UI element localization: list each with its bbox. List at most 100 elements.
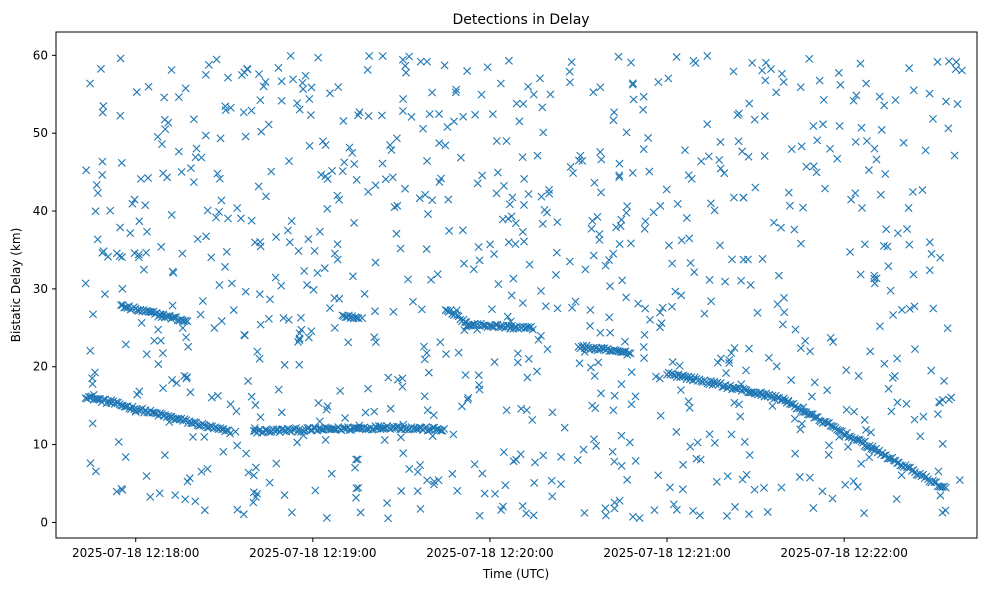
data-point xyxy=(221,102,230,111)
data-point xyxy=(921,146,930,155)
data-point xyxy=(801,336,810,345)
data-point xyxy=(306,111,315,120)
data-point xyxy=(925,266,934,275)
data-point xyxy=(796,344,805,353)
data-point xyxy=(772,88,781,97)
data-point xyxy=(154,360,163,369)
data-point xyxy=(668,302,676,311)
data-point xyxy=(226,429,235,438)
data-point xyxy=(773,393,782,402)
data-point xyxy=(597,155,606,164)
data-point xyxy=(171,491,180,500)
data-point xyxy=(881,170,890,178)
data-point xyxy=(597,389,606,398)
data-point xyxy=(435,109,444,118)
data-point xyxy=(401,61,410,70)
data-point xyxy=(478,171,487,180)
data-point xyxy=(509,274,518,283)
data-point xyxy=(126,229,135,238)
data-point xyxy=(617,461,626,470)
data-point xyxy=(934,467,943,476)
data-point xyxy=(241,132,250,141)
data-point xyxy=(627,368,636,377)
data-point xyxy=(715,155,724,164)
data-point xyxy=(470,460,479,469)
data-point xyxy=(677,236,686,245)
data-point xyxy=(723,472,732,481)
data-point xyxy=(646,315,655,324)
data-point xyxy=(330,294,339,302)
data-point xyxy=(309,285,318,294)
data-point xyxy=(904,203,913,212)
data-point xyxy=(763,508,772,517)
data-point xyxy=(861,425,870,434)
data-point xyxy=(313,268,322,277)
data-point xyxy=(323,174,332,183)
data-point xyxy=(802,162,811,171)
data-point xyxy=(545,189,554,198)
data-point xyxy=(167,210,176,219)
data-point xyxy=(745,99,754,108)
data-point xyxy=(565,257,574,266)
data-point xyxy=(114,437,123,446)
data-point xyxy=(201,70,210,79)
data-point xyxy=(536,331,545,340)
data-point xyxy=(728,255,736,264)
data-point xyxy=(882,225,891,234)
data-point xyxy=(899,138,908,147)
data-point xyxy=(616,221,625,230)
data-point xyxy=(751,183,760,192)
data-point xyxy=(416,461,425,470)
data-point xyxy=(529,511,538,520)
data-point xyxy=(805,54,814,63)
data-point xyxy=(601,511,610,520)
y-tick-label: 60 xyxy=(33,48,48,62)
data-point xyxy=(891,96,900,105)
data-point xyxy=(178,249,187,258)
data-point xyxy=(153,132,162,141)
data-point xyxy=(723,511,731,520)
data-point xyxy=(908,187,917,196)
data-point xyxy=(307,327,316,336)
data-point xyxy=(925,238,934,247)
data-point xyxy=(608,447,617,456)
y-tick-label: 50 xyxy=(33,126,48,140)
data-point xyxy=(609,249,618,258)
data-point xyxy=(772,362,781,371)
data-point xyxy=(352,493,361,502)
data-point xyxy=(210,324,219,333)
data-point xyxy=(557,452,566,461)
data-point xyxy=(780,293,789,302)
data-point xyxy=(605,346,614,355)
data-point xyxy=(645,167,654,176)
data-point xyxy=(952,57,961,66)
data-point xyxy=(299,431,308,440)
data-point xyxy=(590,178,599,187)
data-point xyxy=(672,53,681,62)
data-point xyxy=(665,483,674,492)
data-point xyxy=(631,392,640,401)
data-point xyxy=(370,333,379,342)
data-point xyxy=(144,174,153,182)
data-point xyxy=(181,495,190,504)
data-point xyxy=(452,85,461,94)
data-point xyxy=(677,372,686,381)
data-point xyxy=(430,477,439,486)
y-tick-label: 20 xyxy=(33,360,48,374)
data-point xyxy=(654,78,663,87)
y-tick-label: 10 xyxy=(33,438,48,452)
data-point xyxy=(673,199,682,208)
data-point xyxy=(504,214,513,223)
data-point xyxy=(156,310,165,319)
data-point xyxy=(197,467,206,476)
data-point xyxy=(835,122,844,131)
data-point xyxy=(730,502,739,511)
data-point xyxy=(815,76,824,85)
data-point xyxy=(650,506,659,515)
data-point xyxy=(285,238,294,247)
data-point xyxy=(236,214,245,223)
data-point xyxy=(888,373,897,382)
data-point xyxy=(795,473,804,482)
data-point xyxy=(407,112,416,121)
